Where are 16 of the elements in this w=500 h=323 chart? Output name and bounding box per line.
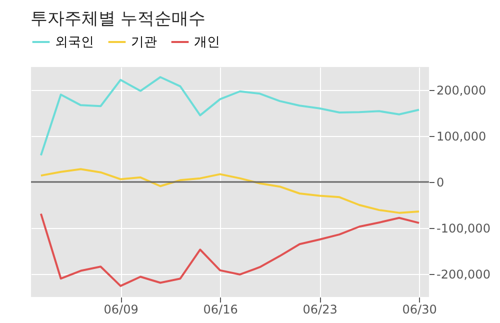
y-tick-label: -200,000 [436, 268, 490, 282]
y-tick-label: 200,000 [436, 84, 486, 98]
legend-label: 외국인 [55, 35, 94, 50]
x-tick-label: 06/23 [302, 302, 338, 316]
chart-title: 투자주체별 누적순매수 [30, 9, 206, 29]
x-tick-label: 06/16 [203, 302, 238, 316]
y-tick-label: 0 [436, 176, 444, 190]
legend-label: 개인 [194, 35, 220, 50]
y-tick-label: -100,000 [436, 222, 490, 236]
line-series [40, 168, 420, 214]
line-series [40, 76, 420, 156]
y-tick-label: 100,000 [436, 130, 486, 144]
x-tick-label: 06/30 [402, 302, 437, 316]
legend-label: 기관 [131, 35, 157, 50]
line-series [40, 212, 420, 287]
x-tick-label: 06/09 [104, 302, 138, 316]
